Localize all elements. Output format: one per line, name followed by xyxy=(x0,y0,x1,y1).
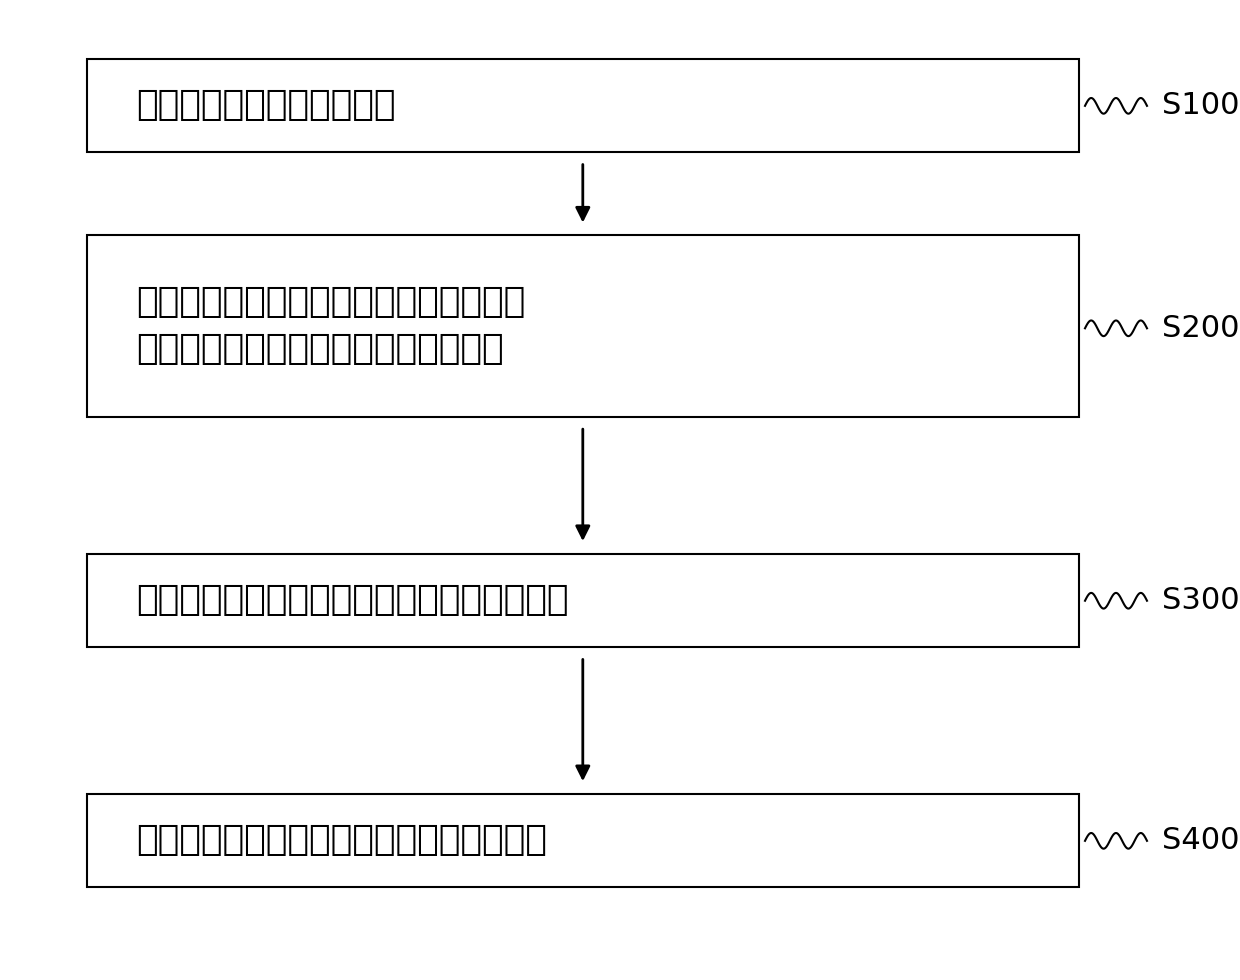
Bar xyxy=(87,59,1079,152)
Text: 表面以得到具有微纳米复合结构的表面: 表面以得到具有微纳米复合结构的表面 xyxy=(136,332,503,367)
Bar xyxy=(87,794,1079,887)
Text: S400: S400 xyxy=(1162,826,1240,856)
Text: 将吹干后的金属件置于室温环境下一段时间: 将吹干后的金属件置于室温环境下一段时间 xyxy=(136,823,547,858)
Bar xyxy=(87,235,1079,416)
Text: 对具有微纳米复合结构的表面进行清洗并吹干: 对具有微纳米复合结构的表面进行清洗并吹干 xyxy=(136,583,569,617)
Text: S200: S200 xyxy=(1162,314,1240,343)
Text: 将金属件表面进行打磨处理: 将金属件表面进行打磨处理 xyxy=(136,88,396,122)
Bar xyxy=(87,554,1079,647)
Text: 通过飞秒激光加工打磨处理后的金属件的: 通过飞秒激光加工打磨处理后的金属件的 xyxy=(136,285,526,319)
Text: S100: S100 xyxy=(1162,91,1240,121)
Text: S300: S300 xyxy=(1162,586,1240,615)
